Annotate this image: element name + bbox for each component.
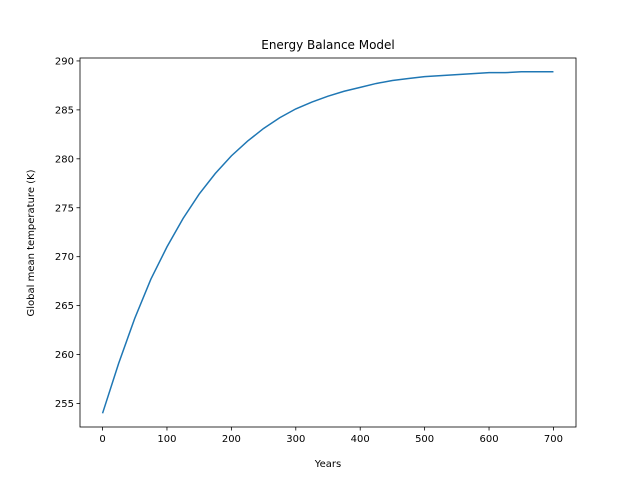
y-tick-label: 265	[55, 301, 74, 312]
y-tick-label: 290	[55, 56, 74, 67]
series-line-0	[101, 70, 554, 414]
y-tick-label: 270	[55, 252, 74, 263]
x-tick-label: 700	[544, 434, 563, 445]
x-tick-label: 300	[286, 434, 305, 445]
x-axis: 0 100 200 300 400 500 600 700	[99, 427, 563, 445]
x-tick-label: 100	[157, 434, 176, 445]
y-tick-label: 260	[55, 350, 74, 361]
chart-title: Energy Balance Model	[261, 38, 395, 52]
y-tick-label: 285	[55, 105, 74, 116]
plot-area	[79, 57, 577, 428]
x-tick-label: 500	[415, 434, 434, 445]
y-tick-label: 280	[55, 154, 74, 165]
plot-frame	[79, 57, 577, 428]
x-tick-label: 0	[99, 434, 105, 445]
x-tick-label: 600	[479, 434, 498, 445]
x-tick-label: 200	[222, 434, 241, 445]
y-axis: 255 260 265 270 275 280 285 290	[55, 56, 80, 410]
y-axis-label: Global mean temperature (K)	[26, 169, 37, 316]
y-tick-label: 275	[55, 203, 74, 214]
x-axis-label: Years	[314, 459, 341, 470]
y-tick-label: 255	[55, 399, 74, 410]
x-tick-label: 400	[351, 434, 370, 445]
